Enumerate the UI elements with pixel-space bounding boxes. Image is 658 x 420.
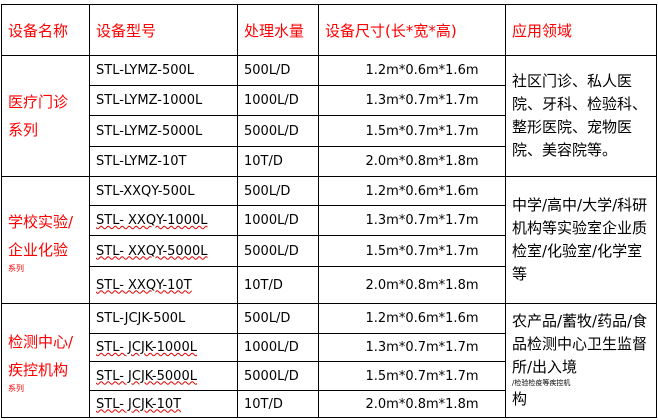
size-cell: 1.5m*0.7m*1.7m (318, 361, 506, 391)
size-cell: 1.2m*0.6m*1.6m (318, 303, 506, 334)
size-cell: 1.3m*0.7m*1.7m (318, 205, 506, 236)
table-row: STL-LYMZ-1000L 1000L/D 1.3m*0.7m*1.7m (2, 85, 657, 116)
model-cell: STL- JCJK-5000L (89, 361, 238, 391)
group-name-line: 检测中心/ (8, 333, 74, 351)
model-cell: STL-XXQY-500L (89, 176, 238, 206)
application-text: 中学/高中/大学/科研机构等实验室企业质检室/化验室/化学室等 (512, 196, 648, 283)
size-cell: 1.5m*0.7m*1.7m (318, 115, 506, 147)
header-name: 设备名称 (1, 4, 90, 56)
table-row: 学校实验/企业化验系列 STL-XXQY-500L 500L/D 1.2m*0.6m*… (1, 176, 657, 304)
model-cell: STL- JCJK-1000L (89, 333, 238, 362)
model-cell: STL-LYMZ-10T (89, 146, 238, 177)
model-cell: STL-JCJK-500L (89, 303, 238, 334)
table-row: STL-LYMZ-10T 10T/D 2.0m*0.8m*1.8m (2, 146, 657, 177)
size-cell: 1.2m*0.6m*1.6m (318, 176, 506, 206)
model-text: STL-LYMZ-5000L (96, 123, 203, 139)
capacity-cell: 500L/D (237, 176, 319, 206)
group-name: 检测中心/疾控机构系列 (1, 303, 90, 418)
model-cell: STL- XXQY-1000L (89, 205, 238, 236)
header-application: 应用领域 (505, 4, 657, 56)
table-row: 医疗门诊系列 STL-LYMZ-500L 500L/D 1.2m*0.6m*1.6m 社… (1, 55, 657, 177)
capacity-cell: 5000L/D (237, 361, 319, 391)
size-cell: 1.3m*0.7m*1.7m (318, 85, 506, 116)
model-cell: STL-LYMZ-5000L (89, 115, 238, 147)
capacity-cell: 10T/D (237, 390, 319, 418)
model-text: STL- XXQY-10T (96, 277, 192, 293)
capacity-cell: 500L/D (237, 303, 319, 334)
table-row: 检测中心/疾控机构系列 STL-JCJK-500L 500L/D 1.2m*0.6m*… (1, 303, 657, 418)
equipment-table: 设备名称 设备型号 处理水量 设备尺寸(长*宽*高) 应用领域 医疗门诊 系列 ST… (1, 4, 657, 418)
size-cell: 1.3m*0.7m*1.7m (318, 333, 506, 362)
model-cell: STL- XXQY-10T (89, 266, 238, 304)
size-cell: 1.2m*0.6m*1.6m (318, 55, 506, 86)
capacity-cell: 1000L/D (237, 333, 319, 362)
table-row: STL- JCJK-10T 10T/D 2.0m*0.8m*1.8m (2, 390, 657, 418)
group-name: 医疗门诊 系列 (1, 55, 90, 177)
capacity-cell: 10T/D (237, 146, 319, 177)
model-cell: STL-LYMZ-1000L (89, 85, 238, 116)
application-tail: 构 (512, 390, 528, 408)
header-capacity: 处理水量 (237, 4, 319, 56)
group-name-line: 学校实验/ (8, 212, 74, 231)
application-cell: 中学/高中/大学/科研机构等实验室企业质检室/化验室/化学室等 (505, 176, 657, 304)
model-cell: STL-LYMZ-500L (89, 55, 238, 86)
table-row: STL- JCJK-5000L 5000L/D 1.5m*0.7m*1.7m (2, 361, 657, 391)
capacity-cell: 1000L/D (237, 205, 319, 236)
model-text: STL-LYMZ-10T (96, 154, 187, 169)
application-small: /检验检疫等疾控机 (512, 379, 571, 387)
group-name-line: 医疗门诊 (8, 93, 69, 111)
model-text: STL- JCJK-5000L (96, 368, 197, 384)
model-text: STL- JCJK-1000L (96, 340, 197, 355)
model-text: STL-XXQY-500L (96, 183, 195, 199)
table-row: STL- JCJK-1000L 1000L/D 1.3m*0.7m*1.7m (2, 333, 657, 362)
group-name-line: 疾控机构 (8, 361, 69, 379)
capacity-cell: 5000L/D (237, 115, 319, 147)
model-text: STL-JCJK-500L (96, 311, 186, 326)
capacity-cell: 500L/D (237, 55, 319, 86)
model-text: STL- XXQY-5000L (96, 243, 208, 259)
size-cell: 2.0m*0.8m*1.8m (318, 390, 506, 418)
capacity-cell: 10T/D (237, 266, 319, 304)
group-name: 学校实验/企业化验系列 (1, 176, 90, 304)
application-text: 社区门诊、私人医院、牙科、检验科、整形医院、宠物医院、美容院等。 (512, 72, 648, 159)
model-text: STL- XXQY-1000L (96, 213, 208, 228)
size-cell: 1.5m*0.7m*1.7m (318, 235, 506, 267)
size-cell: 2.0m*0.8m*1.8m (318, 146, 506, 177)
application-text: 农产品/蓄牧/药品/食品检测中心卫生监督所/出入境 (512, 312, 648, 376)
group-name-line: 企业化验 (8, 240, 69, 259)
size-cell: 2.0m*0.8m*1.8m (318, 266, 506, 304)
capacity-cell: 1000L/D (237, 85, 319, 116)
model-text: STL-LYMZ-1000L (96, 93, 203, 108)
application-cell: 农产品/蓄牧/药品/食品检测中心卫生监督所/出入境/检验检疫等疾控机构 (505, 303, 657, 418)
model-text: STL-LYMZ-500L (96, 63, 194, 78)
group-sub: 系列 (8, 384, 24, 393)
model-cell: STL- JCJK-10T (89, 390, 238, 418)
header-size: 设备尺寸(长*宽*高) (318, 4, 506, 56)
model-text: STL- JCJK-10T (96, 396, 182, 412)
table-row: STL- XXQY-5000L 5000L/D 1.5m*0.7m*1.7m (2, 235, 657, 267)
header-model: 设备型号 (89, 4, 238, 56)
capacity-cell: 5000L/D (237, 235, 319, 267)
model-cell: STL- XXQY-5000L (89, 235, 238, 267)
group-name-line: 系列 (8, 121, 39, 139)
group-sub: 系列 (8, 263, 24, 273)
table-row: STL- XXQY-1000L 1000L/D 1.3m*0.7m*1.7m (2, 205, 657, 236)
table-row: STL-LYMZ-5000L 5000L/D 1.5m*0.7m*1.7m (2, 115, 657, 147)
header-row: 设备名称 设备型号 处理水量 设备尺寸(长*宽*高) 应用领域 (1, 4, 657, 56)
application-cell: 社区门诊、私人医院、牙科、检验科、整形医院、宠物医院、美容院等。 (505, 55, 657, 177)
table-row: STL- XXQY-10T 10T/D 2.0m*0.8m*1.8m (2, 266, 657, 304)
